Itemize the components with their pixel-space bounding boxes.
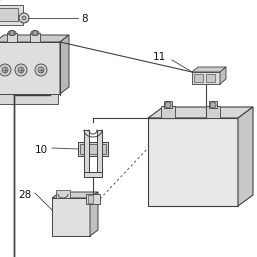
Polygon shape — [52, 198, 90, 236]
Polygon shape — [148, 107, 253, 118]
Bar — [206, 106, 220, 118]
Circle shape — [10, 31, 14, 35]
Bar — [206, 74, 215, 82]
Text: 10: 10 — [35, 145, 48, 155]
Bar — [209, 101, 217, 108]
Circle shape — [210, 102, 216, 108]
Polygon shape — [148, 118, 238, 206]
Bar — [78, 142, 108, 156]
Polygon shape — [97, 130, 102, 172]
Bar — [0, 5, 23, 25]
Polygon shape — [90, 192, 98, 236]
Bar — [80, 144, 106, 154]
Circle shape — [18, 67, 24, 73]
Circle shape — [22, 16, 26, 20]
Polygon shape — [192, 72, 220, 84]
Bar — [86, 194, 100, 204]
Bar — [56, 190, 70, 198]
Ellipse shape — [8, 31, 16, 35]
Circle shape — [35, 64, 47, 76]
Polygon shape — [220, 67, 226, 84]
Bar — [7, 33, 17, 42]
Circle shape — [19, 13, 29, 23]
Polygon shape — [52, 192, 98, 198]
Circle shape — [32, 31, 38, 35]
Bar — [0, 8, 18, 21]
Polygon shape — [238, 107, 253, 206]
Bar — [0, 94, 58, 104]
Polygon shape — [192, 67, 226, 72]
Text: 28: 28 — [18, 190, 31, 200]
Circle shape — [38, 67, 44, 73]
Text: 8: 8 — [81, 14, 88, 24]
Text: 11: 11 — [153, 52, 166, 62]
Polygon shape — [84, 172, 102, 177]
Circle shape — [2, 67, 8, 73]
Polygon shape — [0, 42, 60, 94]
Ellipse shape — [31, 31, 39, 35]
Circle shape — [0, 64, 11, 76]
Polygon shape — [60, 35, 69, 94]
Bar — [161, 106, 175, 118]
Bar — [194, 74, 203, 82]
Bar — [88, 195, 93, 203]
Polygon shape — [84, 130, 89, 172]
Circle shape — [165, 102, 171, 108]
Polygon shape — [0, 35, 69, 42]
Bar — [30, 33, 40, 42]
Bar — [164, 101, 172, 108]
Circle shape — [15, 64, 27, 76]
